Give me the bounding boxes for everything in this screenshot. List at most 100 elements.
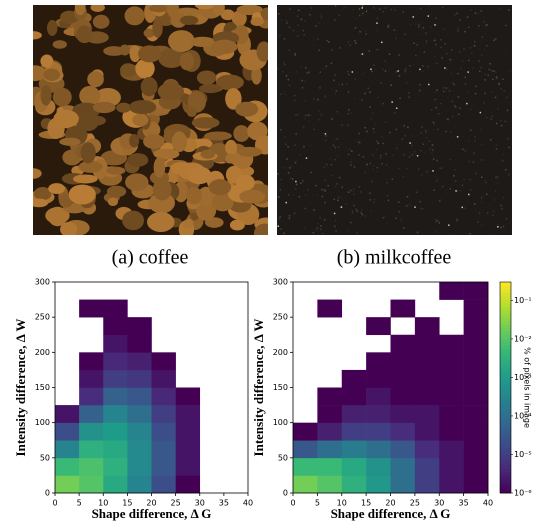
speck — [465, 83, 467, 85]
speck — [303, 180, 305, 182]
speck — [341, 206, 343, 208]
speck — [379, 8, 381, 10]
speck — [335, 186, 337, 188]
speck — [460, 68, 462, 70]
speck — [467, 71, 469, 73]
speck — [436, 160, 438, 162]
cell — [176, 423, 200, 441]
cell — [317, 440, 342, 458]
speck — [435, 231, 437, 233]
colorbar-step — [500, 479, 511, 483]
speck — [277, 173, 279, 175]
speck — [455, 106, 457, 108]
cell — [127, 352, 151, 370]
cell — [176, 440, 200, 458]
speck — [406, 82, 408, 84]
speck — [491, 91, 493, 93]
colorbar-step — [500, 444, 511, 448]
speck — [433, 189, 435, 191]
speck — [420, 201, 422, 203]
speck — [360, 212, 362, 214]
grain — [147, 212, 175, 232]
speck — [355, 27, 357, 29]
speck — [313, 45, 315, 47]
caption: (b) milkcoffee — [337, 247, 452, 269]
speck — [295, 133, 297, 135]
speck — [318, 119, 320, 121]
speck — [404, 34, 406, 36]
cell — [342, 440, 367, 458]
speck — [475, 173, 477, 175]
colorbar-step — [500, 342, 511, 346]
milkcoffee-image — [277, 5, 512, 235]
speck — [382, 11, 384, 13]
speck — [467, 16, 469, 18]
grain — [81, 142, 96, 163]
speck — [324, 202, 326, 204]
colorbar-step — [500, 352, 511, 356]
speck — [325, 190, 327, 192]
speck — [381, 42, 383, 44]
speck — [355, 24, 357, 26]
speck — [408, 140, 410, 142]
speck — [435, 219, 437, 221]
speck — [440, 103, 442, 105]
cell — [464, 317, 489, 335]
speck — [339, 15, 341, 17]
speck — [470, 47, 472, 49]
speck — [440, 39, 442, 41]
speck — [490, 118, 492, 120]
speck — [410, 71, 412, 73]
speck — [294, 144, 296, 146]
speck — [334, 139, 336, 141]
cell — [127, 475, 151, 493]
speck — [309, 14, 311, 16]
speck — [342, 124, 344, 126]
speck — [497, 223, 499, 225]
speck — [423, 143, 425, 145]
speck — [494, 233, 496, 235]
speck — [486, 193, 488, 195]
speck — [420, 150, 422, 152]
speck — [335, 230, 337, 232]
speck — [450, 59, 452, 61]
y-tick-label: 0 — [283, 489, 288, 498]
speck — [279, 216, 281, 218]
speck — [434, 92, 436, 94]
speck — [406, 205, 408, 207]
speck — [409, 151, 411, 153]
speck — [411, 145, 413, 147]
cell — [464, 370, 489, 388]
speck — [484, 73, 486, 75]
y-tick-label: 250 — [273, 313, 288, 322]
grain — [187, 166, 212, 184]
speck — [359, 15, 361, 16]
speck — [347, 71, 349, 73]
speck — [506, 218, 508, 220]
colorbar-step — [500, 440, 511, 444]
speck — [426, 42, 428, 44]
speck — [372, 181, 374, 183]
speck — [509, 162, 511, 164]
speck — [475, 136, 477, 138]
speck — [508, 9, 510, 11]
speck — [466, 103, 468, 105]
speck — [339, 177, 341, 179]
speck — [453, 175, 455, 177]
speck — [487, 75, 489, 77]
cell — [79, 352, 103, 370]
grain — [254, 224, 275, 244]
speck — [481, 67, 483, 69]
cell — [103, 458, 127, 476]
cell — [415, 388, 440, 406]
speck — [359, 186, 361, 188]
speck — [375, 123, 377, 125]
grain — [120, 44, 130, 55]
speck — [387, 195, 389, 197]
speck — [453, 84, 455, 86]
speck — [388, 200, 390, 202]
speck — [279, 35, 281, 37]
speck — [428, 5, 430, 7]
x-axis-label: Shape difference, Δ G — [92, 506, 212, 521]
speck — [361, 7, 363, 9]
